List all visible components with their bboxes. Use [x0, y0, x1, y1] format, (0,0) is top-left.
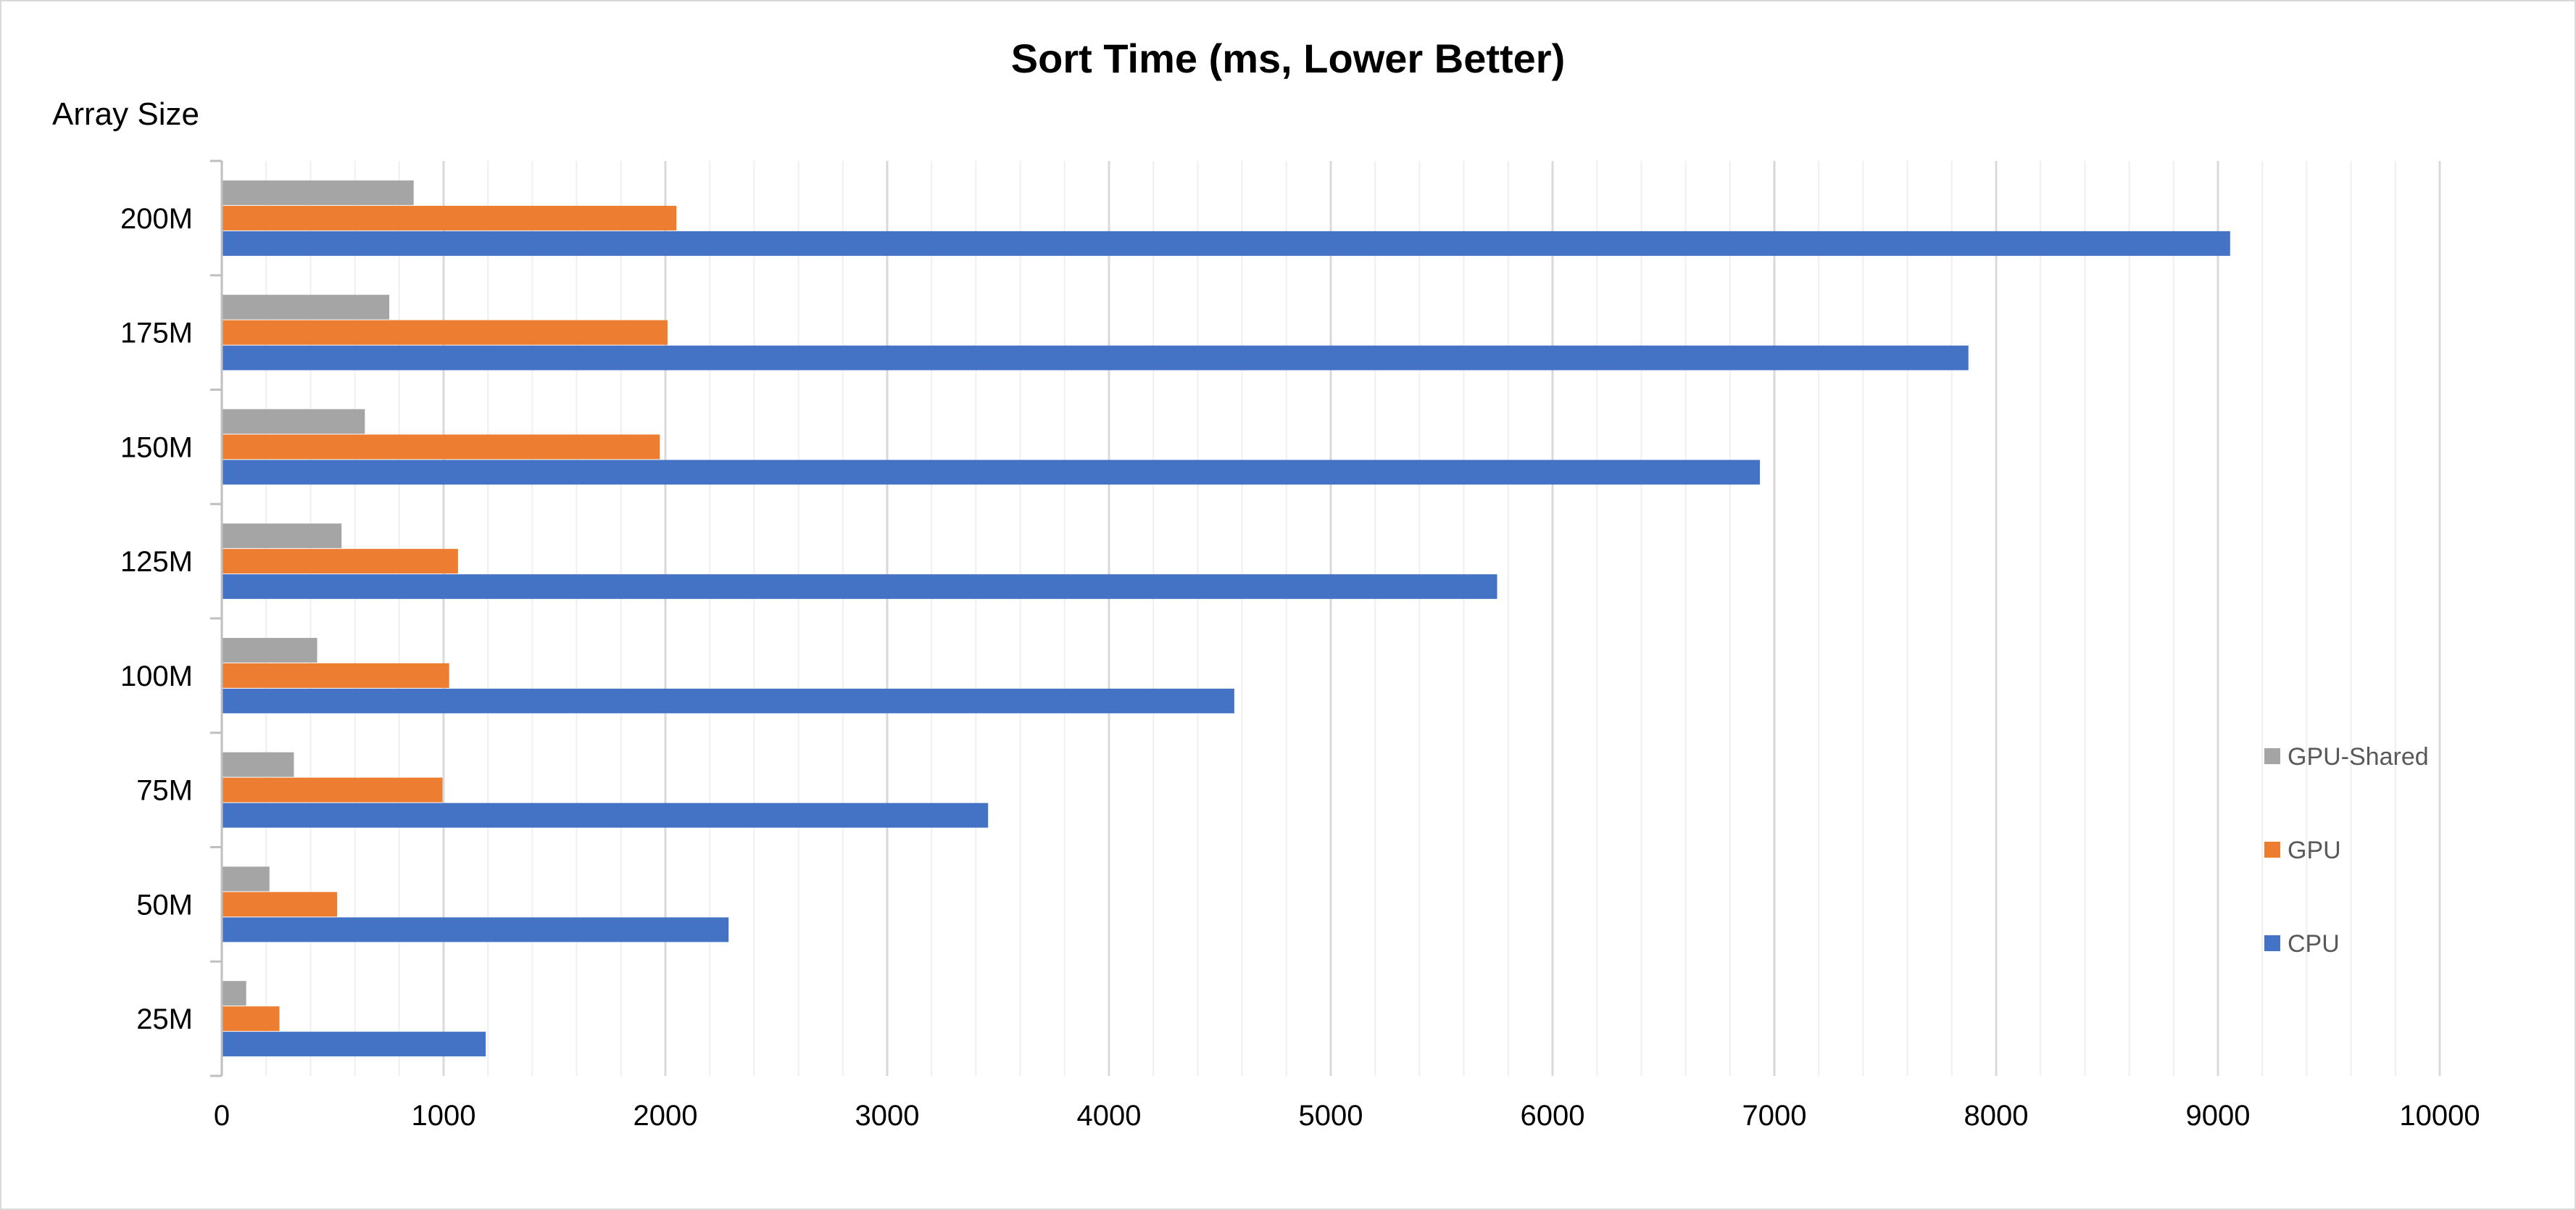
y-tick-label: 125M: [120, 546, 193, 578]
x-tick-label: 7000: [1742, 1100, 1807, 1132]
x-tick-label: 3000: [855, 1100, 920, 1132]
bar-cpu-100m: [222, 688, 1234, 713]
bar-gpu-100m: [222, 663, 449, 688]
y-tick-label: 150M: [120, 431, 193, 463]
bar-gpu-125m: [222, 549, 458, 574]
y-axis-title: Array Size: [52, 96, 199, 132]
bar-gpu-shared-200m: [222, 180, 414, 205]
bar-gpu-shared-25m: [222, 981, 246, 1006]
bar-gpu-75m: [222, 777, 443, 803]
x-tick-label: 10000: [2399, 1100, 2480, 1132]
bar-cpu-25m: [222, 1032, 486, 1057]
bar-gpu-shared-125m: [222, 523, 342, 549]
bar-gpu-150m: [222, 434, 660, 460]
x-tick-label: 8000: [1964, 1100, 2029, 1132]
bar-gpu-shared-150m: [222, 409, 365, 434]
bar-gpu-50m: [222, 892, 338, 917]
y-tick-label: 50M: [136, 889, 193, 921]
x-tick-label: 0: [214, 1100, 230, 1132]
legend-swatch-cpu: [2264, 935, 2280, 951]
legend: GPU-Shared GPU CPU: [2264, 743, 2429, 958]
bar-cpu-50m: [222, 917, 729, 942]
y-tick-label: 200M: [120, 203, 193, 235]
bar-cpu-75m: [222, 803, 989, 828]
y-tick-label: 25M: [136, 1003, 193, 1035]
x-tick-label: 6000: [1521, 1100, 1585, 1132]
bars: [222, 180, 2230, 1057]
y-tick-label: 75M: [136, 775, 193, 807]
legend-label-gpu-shared: GPU-Shared: [2288, 743, 2429, 771]
x-tick-label: 5000: [1299, 1100, 1363, 1132]
y-tick-label: 175M: [120, 318, 193, 349]
x-tick-label: 2000: [633, 1100, 698, 1132]
legend-swatch-gpu: [2264, 842, 2280, 858]
legend-label-gpu: GPU: [2288, 837, 2341, 864]
bar-gpu-175m: [222, 320, 668, 345]
axes: 25M 50M 75M 100M 125M 150M 175M 200M 0 1000 2000 30…: [120, 159, 2480, 1132]
bar-gpu-25m: [222, 1006, 280, 1032]
x-tick-label: 9000: [2186, 1100, 2251, 1132]
bar-gpu-shared-175m: [222, 294, 390, 320]
x-tick-label: 1000: [412, 1100, 476, 1132]
legend-label-cpu: CPU: [2288, 930, 2340, 958]
x-tick-label: 4000: [1077, 1100, 1142, 1132]
bar-gpu-shared-75m: [222, 752, 294, 777]
bar-gpu-200m: [222, 205, 677, 231]
bar-cpu-175m: [222, 345, 1969, 370]
chart-title: Sort Time (ms, Lower Better): [1011, 36, 1565, 81]
bar-cpu-200m: [222, 231, 2230, 256]
bar-gpu-shared-50m: [222, 866, 270, 892]
legend-swatch-gpu-shared: [2264, 748, 2280, 764]
y-tick-label: 100M: [120, 660, 193, 692]
bar-gpu-shared-100m: [222, 637, 317, 663]
bar-cpu-125m: [222, 574, 1497, 600]
bar-cpu-150m: [222, 460, 1761, 485]
